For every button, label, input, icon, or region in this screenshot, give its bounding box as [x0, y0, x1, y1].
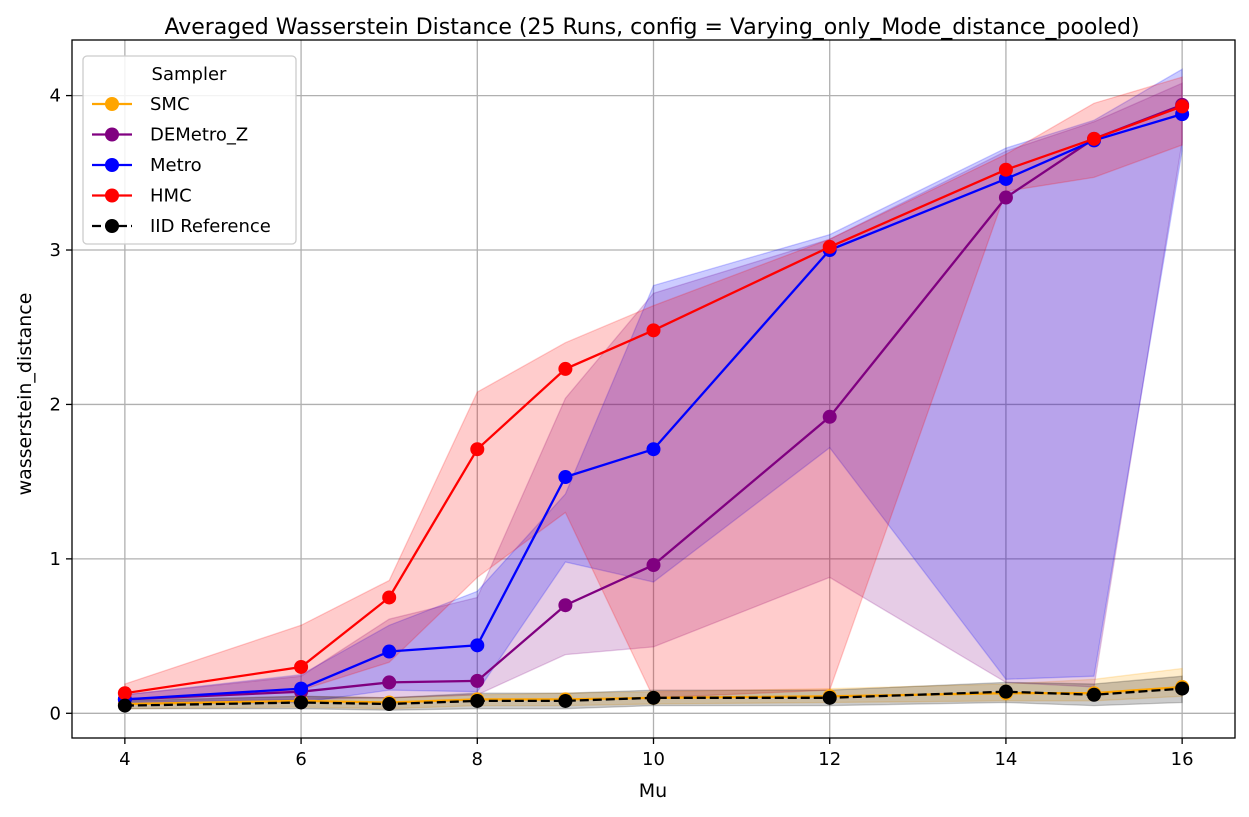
line-iid-reference — [124, 687, 1183, 707]
point-metro — [382, 644, 397, 659]
x-tick-label: 12 — [818, 749, 841, 770]
point-iid-reference — [998, 684, 1013, 699]
y-tick-label: 4 — [50, 86, 61, 107]
point-hmc — [382, 590, 397, 605]
x-tick-label: 14 — [994, 749, 1017, 770]
line-demetro-z — [124, 103, 1183, 701]
point-demetro-z — [470, 673, 485, 688]
point-metro — [558, 470, 573, 485]
y-axis-title: wasserstein_distance — [14, 293, 36, 496]
point-demetro-z — [646, 558, 661, 573]
legend-entry-smc: SMC — [92, 94, 190, 115]
band-demetro-z — [124, 82, 1183, 704]
x-tick-label: 8 — [472, 749, 483, 770]
point-hmc — [1087, 131, 1102, 146]
y-tick-label: 0 — [50, 703, 61, 724]
y-tick-label: 1 — [50, 549, 61, 570]
point-hmc — [998, 162, 1013, 177]
point-demetro-z — [822, 409, 837, 424]
band-hmc — [124, 76, 1183, 701]
point-iid-reference — [470, 693, 485, 708]
point-metro — [294, 681, 309, 696]
x-tick-label: 10 — [642, 749, 665, 770]
series-iid-reference — [117, 681, 1190, 713]
y-tick-label: 2 — [50, 394, 61, 415]
point-hmc — [117, 686, 132, 701]
point-hmc — [470, 442, 485, 457]
legend-marker — [105, 97, 119, 111]
legend-label: Metro — [150, 155, 202, 176]
legend-entry-hmc: HMC — [92, 186, 192, 207]
x-axis-title: Mu — [639, 780, 667, 802]
point-demetro-z — [998, 190, 1013, 205]
x-tick-label: 4 — [119, 749, 130, 770]
point-demetro-z — [558, 598, 573, 613]
point-hmc — [1175, 99, 1190, 114]
legend-entry-metro: Metro — [92, 155, 202, 176]
point-iid-reference — [382, 697, 397, 712]
legend-label: HMC — [150, 186, 192, 207]
chart-title: Averaged Wasserstein Distance (25 Runs, … — [164, 15, 1139, 40]
series-hmc — [117, 99, 1190, 701]
point-iid-reference — [1175, 681, 1190, 696]
point-iid-reference — [1087, 687, 1102, 702]
legend-label: DEMetro_Z — [150, 125, 248, 146]
legend-entry-demetro-z: DEMetro_Z — [92, 125, 248, 146]
point-demetro-z — [382, 675, 397, 690]
legend: Sampler SMC DEMetro_Z Metro HMC IID Referenc… — [82, 55, 297, 245]
x-tick-label: 6 — [295, 749, 306, 770]
legend-marker — [105, 158, 119, 172]
legend-title: Sampler — [152, 64, 227, 85]
point-hmc — [558, 361, 573, 376]
point-hmc — [646, 323, 661, 338]
point-iid-reference — [294, 695, 309, 710]
line-hmc — [124, 105, 1183, 695]
point-iid-reference — [558, 693, 573, 708]
legend-box — [82, 55, 297, 245]
line-metro — [124, 112, 1183, 701]
legend-label: IID Reference — [150, 216, 271, 237]
point-metro — [470, 638, 485, 653]
band-metro — [124, 68, 1183, 705]
legend-label: SMC — [150, 94, 190, 115]
series-lines — [117, 97, 1190, 713]
point-hmc — [294, 659, 309, 674]
y-tick-label: 3 — [50, 240, 61, 261]
legend-marker — [105, 219, 119, 233]
point-hmc — [822, 239, 837, 254]
legend-marker — [105, 188, 119, 203]
legend-entry-iid-reference: IID Reference — [92, 216, 271, 237]
point-iid-reference — [822, 690, 837, 705]
point-metro — [646, 442, 661, 457]
x-tick-label: 16 — [1171, 749, 1194, 770]
legend-marker — [105, 127, 119, 142]
point-iid-reference — [646, 690, 661, 705]
grid — [72, 40, 1235, 738]
point-iid-reference — [117, 698, 132, 713]
